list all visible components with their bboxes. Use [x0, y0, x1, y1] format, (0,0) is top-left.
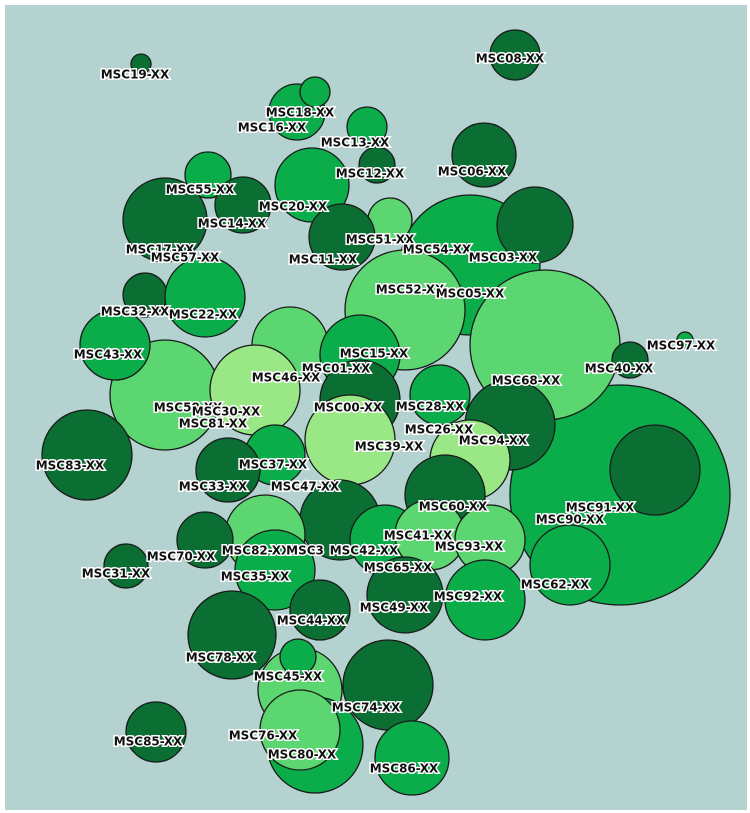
region-label: MSC94-XX [459, 434, 528, 448]
region-label: MSC68-XX [492, 374, 561, 388]
region [279, 638, 317, 676]
region-label: MSC51-XX [346, 233, 415, 247]
region-label: MSC46-XX [252, 371, 321, 385]
region-label: MSC91-XX [566, 501, 635, 515]
regions [41, 29, 731, 796]
region-label: MSC54-XX [403, 243, 472, 257]
region-label: MSC42-XX [330, 544, 399, 558]
region-label: MSC39-XX [355, 440, 424, 454]
region-label: MSC13-XX [321, 136, 390, 150]
region [489, 29, 541, 81]
region-label: MSC00-XX [314, 401, 383, 415]
region [289, 579, 351, 641]
region-label: MSC16-XX [238, 121, 307, 135]
region [529, 524, 611, 606]
region [299, 76, 331, 108]
region [214, 176, 272, 234]
region-label: MSC03-XX [469, 251, 538, 265]
region [409, 364, 471, 426]
region [234, 529, 316, 611]
region-label: MSC20-XX [259, 200, 328, 214]
region-label: MSC60-XX [419, 500, 488, 514]
region [187, 590, 277, 680]
region-label: MSC22-XX [169, 308, 238, 322]
region-label: MSC35-XX [221, 570, 290, 584]
region-label: MSC15-XX [340, 347, 409, 361]
region-label: MSC85-XX [114, 735, 183, 749]
region-label: MSC05-XX [436, 287, 505, 301]
region-label: MSC12-XX [336, 167, 405, 181]
region [103, 543, 149, 589]
region-label: MSC26-XX [405, 423, 474, 437]
region [346, 106, 388, 148]
region [374, 720, 450, 796]
region-label: MSC78-XX [186, 651, 255, 665]
region-label: MSC32-XX [101, 305, 170, 319]
region-label: MSC28-XX [396, 400, 465, 414]
region-label: MSC30-XX [192, 405, 261, 419]
region-label: MSC43-XX [74, 348, 143, 362]
region-label: MSC80-XX [268, 748, 337, 762]
region-label: MSC40-XX [585, 362, 654, 376]
region-label: MSC37-XX [239, 458, 308, 472]
region [79, 309, 151, 381]
region-label: MSC3 [286, 544, 324, 558]
region-label: MSC65-XX [364, 561, 433, 575]
region-label: MSC82-XX [222, 544, 291, 558]
region-label: MSC93-XX [435, 540, 504, 554]
region [358, 146, 396, 184]
region-label: MSC08-XX [476, 52, 545, 66]
region [496, 186, 574, 264]
region [184, 151, 232, 199]
region [125, 701, 187, 763]
region-label: MSC74-XX [332, 701, 401, 715]
region-label: MSC70-XX [147, 550, 216, 564]
region-label: MSC45-XX [254, 670, 323, 684]
region-label: MSC17-XX [126, 243, 195, 257]
region [308, 203, 376, 271]
region-label: MSC01-XX [302, 362, 371, 376]
region-label: MSC47-XX [271, 480, 340, 494]
region [176, 511, 234, 569]
region [609, 424, 701, 516]
region-label: MSC19-XX [101, 68, 170, 82]
region [366, 556, 444, 634]
region-label: MSC44-XX [277, 614, 346, 628]
region [444, 559, 526, 641]
region [41, 409, 133, 501]
region [195, 437, 261, 503]
region [342, 639, 434, 731]
region-label: MSC33-XX [179, 480, 248, 494]
region-label: MSC41-XX [384, 529, 453, 543]
region [676, 331, 694, 349]
region [451, 122, 517, 188]
region-label: MSC86-XX [370, 762, 439, 776]
region-label: MSC06-XX [438, 165, 507, 179]
region [130, 53, 152, 75]
region-label: MSC14-XX [198, 217, 267, 231]
region [259, 689, 341, 771]
region-label: MSC55-XX [166, 183, 235, 197]
region-label: MSC83-XX [36, 459, 105, 473]
region [611, 341, 649, 379]
region-label: MSC81-XX [179, 417, 248, 431]
region [122, 177, 208, 263]
region-label: MSC49-XX [360, 601, 429, 615]
region-label: MSC76-XX [229, 729, 298, 743]
region-label: MSC11-XX [289, 253, 358, 267]
region-label: MSC90-XX [536, 513, 605, 527]
region-label: MSC57-XX [151, 251, 220, 265]
region-label: MSC18-XX [266, 106, 335, 120]
region-label: MSC52-XX [376, 283, 445, 297]
region [164, 256, 246, 338]
region-label: MSC58-XX [154, 401, 223, 415]
region-label: MSC92-XX [434, 590, 503, 604]
region-label: MSC31-XX [82, 567, 151, 581]
region-label: MSC97-XX [647, 339, 716, 353]
region-label: MSC62-XX [521, 578, 590, 592]
